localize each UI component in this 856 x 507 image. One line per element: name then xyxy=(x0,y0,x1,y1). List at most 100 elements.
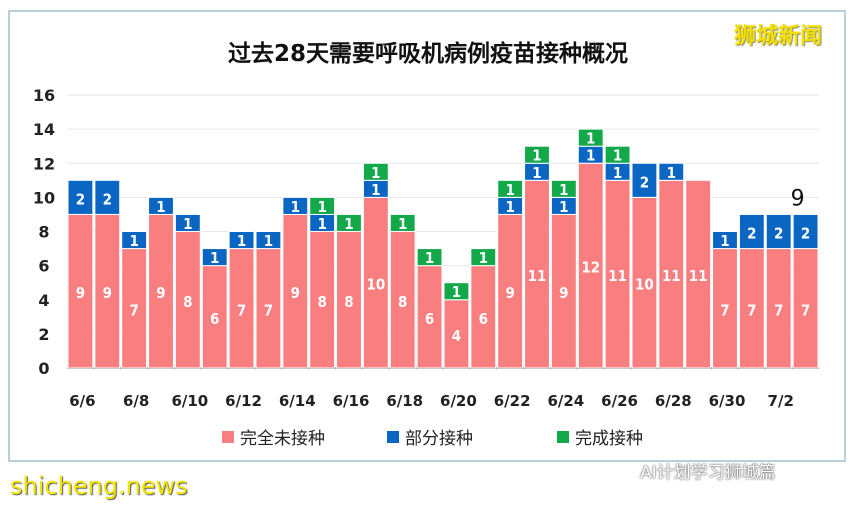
bar-segment xyxy=(148,213,174,369)
data-label: 2 xyxy=(76,190,85,208)
x-tick-label: 6/16 xyxy=(333,392,370,410)
data-label: 2 xyxy=(774,225,783,243)
x-tick-label: 6/22 xyxy=(494,392,531,410)
bar-segment xyxy=(174,231,201,369)
data-label: 7 xyxy=(237,301,246,319)
data-label: 1 xyxy=(505,198,514,216)
legend-label: 部分接种 xyxy=(405,429,473,449)
bar-segment xyxy=(201,248,228,267)
data-label: 1 xyxy=(479,249,488,267)
data-label: 7 xyxy=(774,301,783,319)
x-tick-label: 6/30 xyxy=(709,392,746,410)
bar-segment xyxy=(443,282,470,301)
data-label: 1 xyxy=(317,215,326,233)
legend-swatch xyxy=(557,430,569,443)
data-label: 1 xyxy=(398,215,407,233)
x-tick-label: 6/26 xyxy=(601,392,638,410)
bar-segment xyxy=(416,248,443,267)
bar-segment xyxy=(658,162,685,181)
data-label: 7 xyxy=(801,301,810,319)
bar-segment xyxy=(712,231,738,250)
y-tick-label: 14 xyxy=(33,120,55,139)
data-label: 2 xyxy=(640,173,649,191)
y-tick-label: 4 xyxy=(38,291,49,310)
bar-segment xyxy=(255,231,282,250)
bar-segment xyxy=(685,179,712,369)
data-label: 10 xyxy=(635,276,654,294)
bar-segment xyxy=(577,128,604,147)
x-tick-label: 6/24 xyxy=(547,392,584,410)
bar-segment xyxy=(604,145,631,164)
bar-segment xyxy=(255,248,282,369)
y-tick-label: 16 xyxy=(33,86,55,105)
bar-segment xyxy=(309,231,336,369)
x-tick-label: 6/14 xyxy=(279,392,316,410)
data-label: 1 xyxy=(371,164,380,182)
data-label: 1 xyxy=(452,283,461,301)
data-label: 1 xyxy=(183,215,192,233)
data-label: 1 xyxy=(559,181,568,199)
y-tick-label: 2 xyxy=(38,325,49,344)
bar-segment xyxy=(443,299,470,369)
data-label: 9 xyxy=(559,284,568,302)
data-label: 6 xyxy=(479,310,488,328)
y-tick-label: 12 xyxy=(33,154,55,173)
data-label: 1 xyxy=(264,232,273,250)
bar-segment xyxy=(550,179,577,198)
bar-segment xyxy=(470,265,497,369)
y-tick-label: 8 xyxy=(38,223,49,242)
y-tick-label: 0 xyxy=(38,359,49,378)
data-label: 1 xyxy=(237,232,246,250)
data-label: 9 xyxy=(291,284,300,302)
data-label: 1 xyxy=(667,164,676,182)
wechat-account: AI计划学习狮城篇 xyxy=(640,463,776,483)
data-label: 4 xyxy=(452,327,461,345)
bar-segment xyxy=(148,196,174,215)
chart-frame xyxy=(8,10,846,462)
data-label: 6 xyxy=(210,310,219,328)
data-label: 12 xyxy=(581,259,600,277)
data-label: 1 xyxy=(613,147,622,165)
x-tick-label: 6/6 xyxy=(69,392,95,410)
data-label: 11 xyxy=(689,267,708,285)
bar-segment xyxy=(524,145,550,164)
bar-segment xyxy=(577,162,604,369)
data-label: 7 xyxy=(747,301,756,319)
data-label: 1 xyxy=(720,232,729,250)
bar-segment xyxy=(497,179,524,198)
bar-segment xyxy=(550,213,577,369)
data-label: 9 xyxy=(505,284,514,302)
chart-title: 过去28天需要呼吸机病例疫苗接种概况 xyxy=(227,41,628,67)
bar-segment xyxy=(712,248,738,369)
legend-item-full: 完成接种 xyxy=(557,424,643,449)
bar-segment xyxy=(658,179,685,369)
bar-segment xyxy=(389,213,416,232)
data-label: 1 xyxy=(425,249,434,267)
data-label: 1 xyxy=(317,198,326,216)
data-label: 1 xyxy=(532,164,541,182)
legend-item-unvaccinated: 完全未接种 xyxy=(222,424,325,449)
data-label: 1 xyxy=(559,198,568,216)
data-label: 1 xyxy=(586,130,595,148)
legend-swatch xyxy=(387,430,399,443)
data-label: 8 xyxy=(317,293,326,311)
data-label: 8 xyxy=(183,293,192,311)
bar-segment xyxy=(67,179,94,215)
bar-segment xyxy=(94,179,121,215)
data-label: 1 xyxy=(613,164,622,182)
data-label: 10 xyxy=(366,276,385,294)
bar-segment xyxy=(631,162,658,198)
x-tick-label: 6/10 xyxy=(171,392,208,410)
bar-segment xyxy=(336,213,362,232)
data-label: 11 xyxy=(608,267,627,285)
data-label: 9 xyxy=(103,284,112,302)
bar-segment xyxy=(282,196,309,215)
watermark: shicheng.news xyxy=(10,472,188,500)
data-label: 9 xyxy=(76,284,85,302)
x-tick-label: 7/2 xyxy=(768,392,794,410)
legend-swatch xyxy=(222,430,234,443)
data-label: 1 xyxy=(505,181,514,199)
bar-segment xyxy=(362,162,389,181)
bar-segment xyxy=(631,196,658,369)
